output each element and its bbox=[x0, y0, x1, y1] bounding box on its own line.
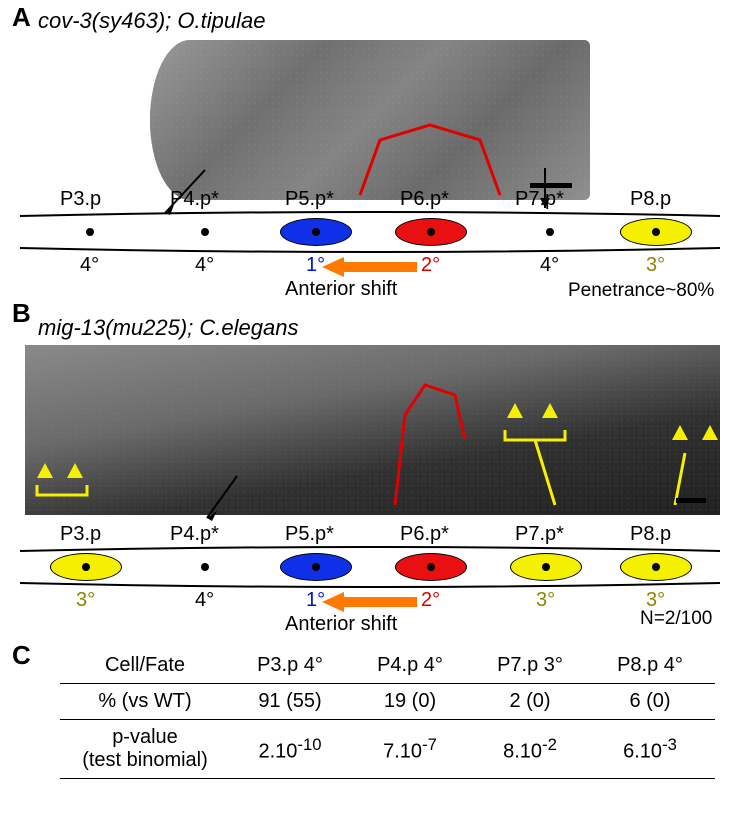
th-p4p: P4.p 4° bbox=[350, 654, 470, 677]
td-pval-label: p-value (test binomial) bbox=[60, 726, 230, 772]
th-p7p: P7.p 3° bbox=[470, 654, 590, 677]
worm-schematic-a bbox=[20, 210, 720, 254]
pval-base-2: 7.10 bbox=[383, 740, 422, 762]
fate-p3p-b: 3° bbox=[76, 589, 95, 612]
td-pct-2: 19 (0) bbox=[350, 690, 470, 713]
anterior-shift-label-b: Anterior shift bbox=[285, 613, 397, 636]
panel-b-title: mig-13(mu225); C.elegans bbox=[38, 315, 298, 341]
cell-dot-p5p-a bbox=[312, 228, 320, 236]
cell-dot-p6p-b bbox=[427, 563, 435, 571]
cell-label-p8p-a: P8.p bbox=[630, 188, 671, 211]
pointer-arrow-b bbox=[195, 470, 255, 530]
cell-dot-p3p-a bbox=[86, 228, 94, 236]
fate-p4p-b: 4° bbox=[195, 589, 214, 612]
cell-label-p3p-b: P3.p bbox=[60, 523, 101, 546]
pval-exp-1: -10 bbox=[297, 735, 321, 754]
anterior-shift-arrow-b bbox=[322, 590, 422, 614]
cell-dot-p5p-b bbox=[312, 563, 320, 571]
pval-label-line1: p-value bbox=[60, 726, 230, 749]
cell-label-p6p-b: P6.p* bbox=[400, 523, 449, 546]
cell-label-p4p-a: P4.p* bbox=[170, 188, 219, 211]
anterior-shift-arrow-a bbox=[322, 255, 422, 279]
td-pct-1: 91 (55) bbox=[230, 690, 350, 713]
fate-p4p-a: 4° bbox=[195, 254, 214, 277]
td-pval-4: 6.10-3 bbox=[590, 735, 710, 764]
panel-a-label: A bbox=[12, 2, 31, 33]
th-cellfate: Cell/Fate bbox=[60, 654, 230, 677]
yellow-bracket-right bbox=[25, 345, 720, 515]
cell-label-p5p-a: P5.p* bbox=[285, 188, 334, 211]
cell-label-p4p-b: P4.p* bbox=[170, 523, 219, 546]
penetrance-label: Penetrance~80% bbox=[568, 280, 714, 302]
cell-dot-p4p-a bbox=[201, 228, 209, 236]
fate-p6p-b: 2° bbox=[421, 589, 440, 612]
panel-a-title: cov-3(sy463); O.tipulae bbox=[38, 8, 265, 34]
cell-label-p3p-a: P3.p bbox=[60, 188, 101, 211]
micrograph-b bbox=[25, 345, 720, 515]
cell-dot-p6p-a bbox=[427, 228, 435, 236]
n-label: N=2/100 bbox=[640, 608, 712, 630]
cell-dot-p4p-b bbox=[201, 563, 209, 571]
cell-label-p5p-b: P5.p* bbox=[285, 523, 334, 546]
pval-exp-3: -2 bbox=[542, 735, 557, 754]
td-pval-1: 2.10-10 bbox=[230, 735, 350, 764]
cell-dot-p7p-a bbox=[546, 228, 554, 236]
td-pval-2: 7.10-7 bbox=[350, 735, 470, 764]
cell-dot-p3p-b bbox=[82, 563, 90, 571]
table-pval-row: p-value (test binomial) 2.10-10 7.10-7 8… bbox=[60, 720, 715, 779]
cell-dot-p7p-b bbox=[542, 563, 550, 571]
cell-label-p6p-a: P6.p* bbox=[400, 188, 449, 211]
table-pct-row: % (vs WT) 91 (55) 19 (0) 2 (0) 6 (0) bbox=[60, 684, 715, 720]
pval-exp-4: -3 bbox=[662, 735, 677, 754]
cell-dot-p8p-b bbox=[652, 563, 660, 571]
panel-b-label: B bbox=[12, 298, 31, 329]
td-pct-4: 6 (0) bbox=[590, 690, 710, 713]
pval-exp-2: -7 bbox=[422, 735, 437, 754]
cell-label-p8p-b: P8.p bbox=[630, 523, 671, 546]
cell-label-p7p-b: P7.p* bbox=[515, 523, 564, 546]
table-header-row: Cell/Fate P3.p 4° P4.p 4° P7.p 3° P8.p 4… bbox=[60, 648, 715, 684]
pval-label-line2: (test binomial) bbox=[60, 749, 230, 772]
table-c: Cell/Fate P3.p 4° P4.p 4° P7.p 3° P8.p 4… bbox=[60, 648, 715, 779]
fate-p8p-a: 3° bbox=[646, 254, 665, 277]
fate-p6p-a: 2° bbox=[421, 254, 440, 277]
td-pct-label: % (vs WT) bbox=[60, 690, 230, 713]
td-pval-3: 8.10-2 bbox=[470, 735, 590, 764]
cell-dot-p8p-a bbox=[652, 228, 660, 236]
fate-p3p-a: 4° bbox=[80, 254, 99, 277]
cell-label-p7p-a: P7.p* bbox=[515, 188, 564, 211]
th-p8p: P8.p 4° bbox=[590, 654, 710, 677]
pval-base-3: 8.10 bbox=[503, 740, 542, 762]
fate-p7p-a: 4° bbox=[540, 254, 559, 277]
scalebar-b bbox=[676, 498, 706, 503]
panel-c-label: C bbox=[12, 640, 31, 671]
pval-base-1: 2.10 bbox=[258, 740, 297, 762]
pval-base-4: 6.10 bbox=[623, 740, 662, 762]
th-p3p: P3.p 4° bbox=[230, 654, 350, 677]
td-pct-3: 2 (0) bbox=[470, 690, 590, 713]
worm-schematic-b bbox=[20, 545, 720, 589]
anterior-shift-label-a: Anterior shift bbox=[285, 278, 397, 301]
fate-p7p-b: 3° bbox=[536, 589, 555, 612]
